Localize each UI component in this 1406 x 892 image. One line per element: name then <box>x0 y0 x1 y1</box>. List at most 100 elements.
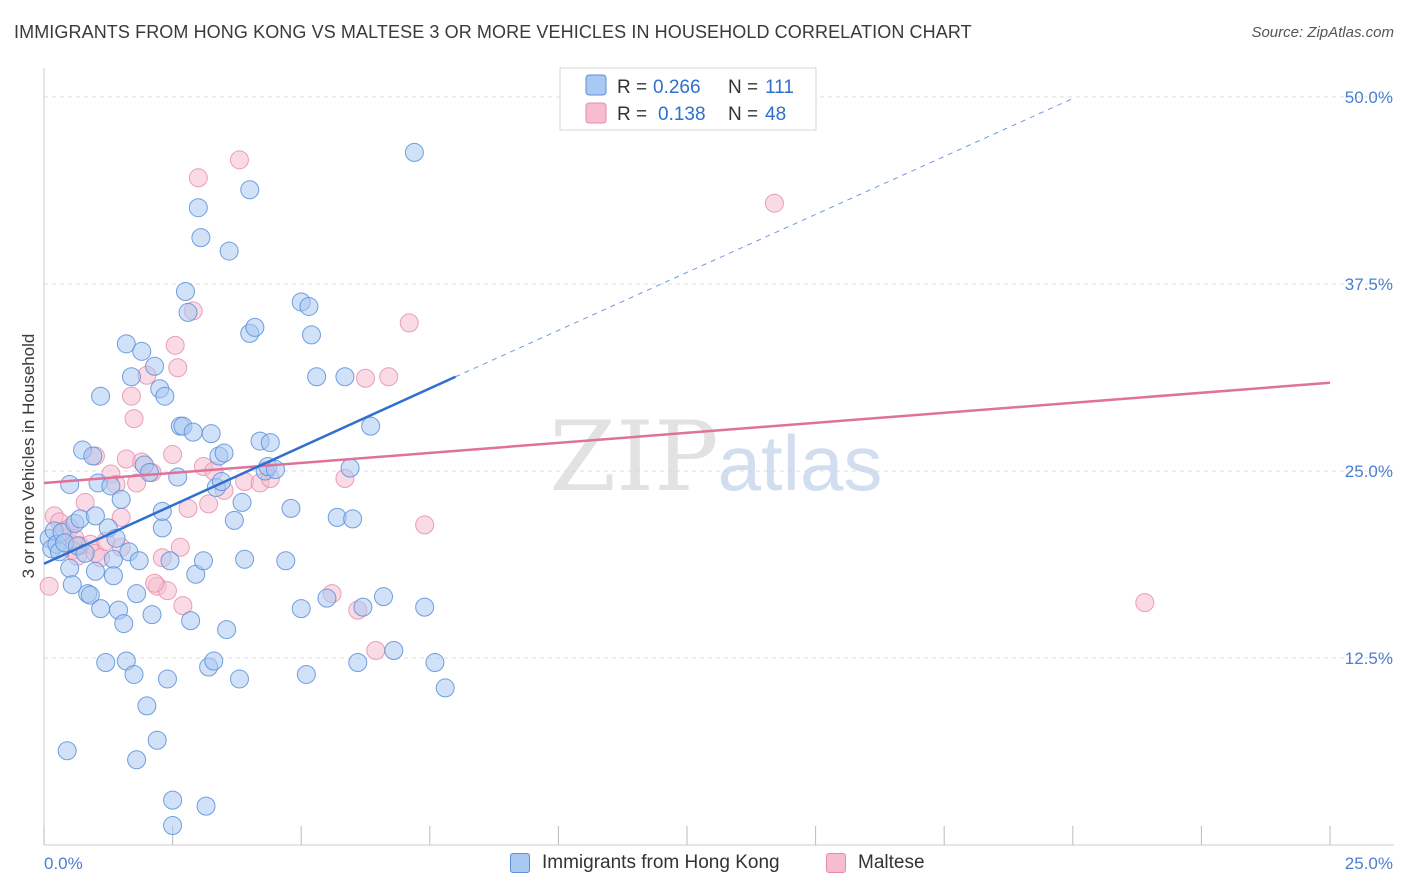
y-axis-title: 3 or more Vehicles in Household <box>19 334 38 579</box>
maltese-point-45 <box>399 313 419 333</box>
legend-item-hong-kong: Immigrants from Hong Kong <box>510 852 780 874</box>
hong-kong-point-102 <box>361 416 381 436</box>
hong-kong-point-24 <box>96 652 116 672</box>
hong-kong-point-46 <box>147 730 167 750</box>
y-tick-label-3: 50.0% <box>1345 88 1393 107</box>
maltese-point-36 <box>229 150 249 170</box>
legend-swatch-maltese <box>585 102 607 124</box>
hong-kong-point-9 <box>60 558 80 578</box>
hong-kong-point-55 <box>168 467 188 487</box>
hong-kong-point-73 <box>217 620 237 640</box>
legend-item-maltese: Maltese <box>826 852 925 874</box>
hong-kong-point-109 <box>201 424 221 444</box>
hong-kong-point-37 <box>127 584 147 604</box>
hong-kong-points <box>39 142 455 836</box>
x-tick-label-0: 0.0% <box>44 854 83 873</box>
hong-kong-point-58 <box>175 281 195 301</box>
hong-kong-point-110 <box>384 641 404 661</box>
hong-kong-point-78 <box>235 549 255 569</box>
legend-r-value-1: 0.266 <box>653 77 701 98</box>
maltese-point-55 <box>356 368 375 388</box>
hong-kong-point-98 <box>340 458 360 478</box>
hong-kong-point-90 <box>291 599 311 619</box>
y-tick-label-0: 12.5% <box>1345 649 1393 668</box>
hong-kong-point-75 <box>224 510 244 530</box>
tick-labels: 12.5% 25.0% 37.5% 50.0% 0.0% 25.0% <box>44 88 1393 873</box>
hong-kong-point-99 <box>343 509 363 529</box>
hong-kong-point-22 <box>91 599 111 619</box>
hong-kong-point-103 <box>374 587 394 607</box>
hong-kong-point-65 <box>193 551 213 571</box>
hong-kong-point-43 <box>139 462 159 482</box>
hong-kong-point-105 <box>415 597 435 617</box>
axes <box>43 68 1394 846</box>
legend-label-maltese: Maltese <box>858 852 925 873</box>
hong-kong-point-54 <box>163 816 183 836</box>
hong-kong-point-23 <box>91 386 111 406</box>
hong-kong-point-108 <box>103 566 123 586</box>
hong-kong-point-85 <box>260 433 280 453</box>
x-tick-label-1: 25.0% <box>1345 854 1393 873</box>
maltese-point-43 <box>366 641 386 661</box>
maltese-point-27 <box>168 358 188 378</box>
hong-kong-point-92 <box>299 296 319 316</box>
maltese-point-46 <box>415 515 435 535</box>
hong-kong-point-100 <box>348 652 368 672</box>
hong-kong-point-79 <box>240 180 260 200</box>
legend-swatch-hong-kong <box>585 74 607 96</box>
hong-kong-point-53 <box>163 790 183 810</box>
trend-lines <box>43 98 1331 565</box>
hong-kong-point-104 <box>404 142 424 162</box>
hong-kong-point-48 <box>152 518 172 538</box>
hong-kong-point-39 <box>129 551 149 571</box>
maltese-point-17 <box>124 409 144 429</box>
hong-kong-point-64 <box>191 228 211 248</box>
legend-n-label-2: N = <box>728 104 758 125</box>
hong-kong-point-81 <box>245 317 265 337</box>
hong-kong-point-13 <box>70 509 90 529</box>
chart-title: IMMIGRANTS FROM HONG KONG VS MALTESE 3 O… <box>14 22 972 42</box>
watermark-zip: ZIP <box>549 401 718 513</box>
hong-kong-point-35 <box>121 367 141 387</box>
hong-kong-point-97 <box>335 367 355 387</box>
legend-r-label-1: R = <box>617 77 647 98</box>
maltese-point-16 <box>121 386 141 406</box>
hong-kong-point-74 <box>219 241 239 261</box>
maltese-point-31 <box>188 168 208 188</box>
hong-kong-point-77 <box>232 492 252 512</box>
series-legend: Immigrants from Hong Kong Maltese <box>0 850 1406 880</box>
legend-n-value-2: 48 <box>765 104 786 125</box>
hong-kong-point-72 <box>214 443 234 463</box>
hong-kong-point-20 <box>85 506 105 526</box>
hong-kong-point-50 <box>155 386 175 406</box>
maltese-point-18 <box>127 473 147 493</box>
hong-kong-point-52 <box>160 551 180 571</box>
maltese-point-52 <box>145 573 165 593</box>
legend-swatch-maltese-bottom <box>826 853 846 873</box>
hong-kong-point-94 <box>307 367 327 387</box>
hong-kong-point-106 <box>425 652 445 672</box>
hong-kong-point-66 <box>196 796 216 816</box>
hong-kong-point-51 <box>157 669 177 689</box>
hong-kong-point-32 <box>116 334 136 354</box>
maltese-point-0 <box>39 576 59 596</box>
hong-kong-point-91 <box>296 664 316 684</box>
maltese-point-26 <box>165 335 185 355</box>
y-tick-label-1: 25.0% <box>1345 462 1393 481</box>
hong-kong-point-7 <box>57 741 77 761</box>
watermark: ZIP atlas <box>549 401 882 513</box>
maltese-point-44 <box>379 367 399 387</box>
hong-kong-point-10 <box>62 575 82 595</box>
hong-kong-point-38 <box>127 750 147 770</box>
hong-kong-point-63 <box>188 198 208 218</box>
hong-kong-trend-line <box>43 375 457 565</box>
hong-kong-point-68 <box>204 651 224 671</box>
legend-r-label-2: R = <box>617 104 647 125</box>
hong-kong-point-31 <box>114 614 134 634</box>
source-label: Source: ZipAtlas.com <box>1251 24 1394 41</box>
hong-kong-point-42 <box>137 696 157 716</box>
hong-kong-point-107 <box>435 678 455 698</box>
hong-kong-point-59 <box>178 302 198 322</box>
hong-kong-point-87 <box>276 551 296 571</box>
